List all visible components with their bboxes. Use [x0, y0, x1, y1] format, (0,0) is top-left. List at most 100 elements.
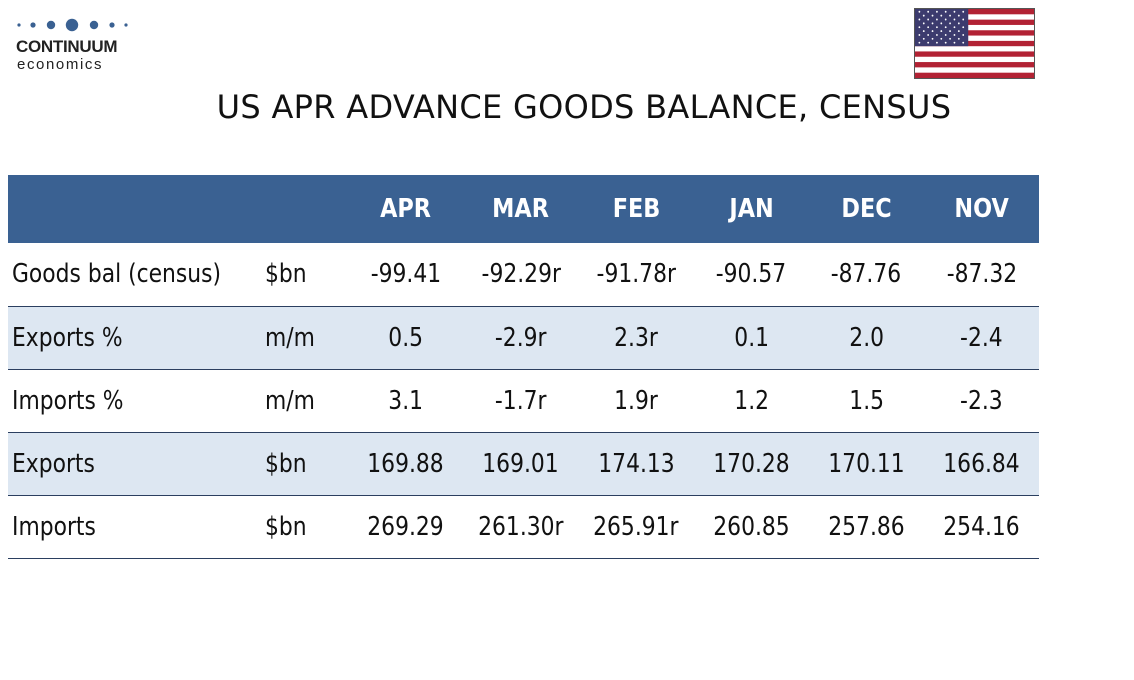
row-unit-cell: m/m: [253, 369, 348, 432]
value-cell: 0.5: [348, 306, 463, 369]
cell-value: 260.85: [712, 511, 790, 542]
cell-value: 169.88: [367, 448, 445, 479]
value-cell: -99.41: [348, 243, 463, 306]
row-unit-cell: m/m: [253, 306, 348, 369]
cell-value: 269.29: [367, 511, 445, 542]
value-cell: 261.30r: [463, 495, 578, 558]
cell-value: 170.11: [828, 448, 905, 479]
row-unit-cell: $bn: [253, 495, 348, 558]
cell-value: 170.28: [712, 448, 790, 479]
value-cell: 174.13: [579, 432, 694, 495]
row-unit: m/m: [265, 322, 316, 353]
value-cell: -92.29r: [463, 243, 578, 306]
value-cell: 1.2: [694, 369, 809, 432]
cell-value: -1.7r: [495, 385, 547, 416]
row-unit: m/m: [265, 385, 316, 416]
goods-balance-table: APR MAR FEB JAN DEC NOV Goods bal (censu…: [8, 175, 1039, 559]
logo-dots-icon: [17, 18, 128, 32]
cell-value: 1.9r: [614, 385, 658, 416]
cell-value: 2.0: [848, 322, 884, 353]
header-label: [25, 175, 236, 243]
row-unit: $bn: [265, 448, 307, 479]
cell-value: -91.78r: [596, 259, 676, 290]
value-cell: 170.28: [694, 432, 809, 495]
cell-value: -92.29r: [481, 259, 561, 290]
header-unit: [260, 175, 342, 243]
row-label-cell: Imports: [8, 495, 253, 558]
cell-value: -90.57: [715, 259, 787, 290]
cell-value: 261.30r: [478, 511, 564, 542]
value-cell: -90.57: [694, 243, 809, 306]
value-cell: -2.3: [924, 369, 1039, 432]
value-cell: 169.88: [348, 432, 463, 495]
brand-logo: CONTINUUM economics: [14, 14, 144, 76]
value-cell: -2.4: [924, 306, 1039, 369]
value-cell: -87.32: [924, 243, 1039, 306]
row-unit: $bn: [265, 511, 307, 542]
row-label-cell: Imports %: [8, 369, 253, 432]
row-unit: $bn: [265, 259, 307, 290]
table-header-row: APR MAR FEB JAN DEC NOV: [8, 175, 1039, 243]
value-cell: 1.9r: [579, 369, 694, 432]
cell-value: 1.2: [733, 385, 769, 416]
cell-value: 166.84: [943, 448, 1020, 479]
value-cell: 2.0: [809, 306, 924, 369]
table-row: Exports $bn 169.88 169.01 174.13 170.28 170.11…: [8, 432, 1039, 495]
header-jan: JAN: [729, 194, 774, 224]
header-dec: DEC: [841, 194, 892, 224]
table-row: Imports % m/m 3.1 -1.7r 1.9r 1.2 1.5 -2.3: [8, 369, 1039, 432]
cell-value: 1.5: [848, 385, 884, 416]
cell-value: 2.3r: [614, 322, 658, 353]
value-cell: 169.01: [463, 432, 578, 495]
value-cell: 269.29: [348, 495, 463, 558]
us-flag-icon: [914, 8, 1035, 79]
cell-value: 254.16: [943, 511, 1020, 542]
row-label-cell: Goods bal (census): [8, 243, 253, 306]
header-nov: NOV: [954, 194, 1009, 224]
header-feb: FEB: [612, 194, 660, 224]
brand-sub: economics: [17, 56, 104, 73]
value-cell: 254.16: [924, 495, 1039, 558]
row-label: Exports: [12, 448, 95, 479]
row-label-cell: Exports: [8, 432, 253, 495]
value-cell: 2.3r: [579, 306, 694, 369]
cell-value: 174.13: [597, 448, 675, 479]
row-label-cell: Exports %: [8, 306, 253, 369]
cell-value: 0.5: [388, 322, 424, 353]
table-row: Goods bal (census) $bn -99.41 -92.29r -91.78…: [8, 243, 1039, 306]
value-cell: 260.85: [694, 495, 809, 558]
cell-value: 169.01: [482, 448, 560, 479]
page-title: US APR ADVANCE GOODS BALANCE, CENSUS: [216, 88, 952, 126]
table-row: Imports $bn 269.29 261.30r 265.91r 260.85 257.…: [8, 495, 1039, 558]
value-cell: -1.7r: [463, 369, 578, 432]
brand-name: CONTINUUM: [16, 37, 118, 56]
row-label: Exports %: [12, 322, 123, 353]
value-cell: -2.9r: [463, 306, 578, 369]
cell-value: -87.32: [946, 259, 1017, 290]
cell-value: 265.91r: [593, 511, 679, 542]
cell-value: -2.3: [960, 385, 1003, 416]
cell-value: -2.4: [960, 322, 1003, 353]
value-cell: 3.1: [348, 369, 463, 432]
cell-value: -2.9r: [495, 322, 547, 353]
value-cell: 1.5: [809, 369, 924, 432]
cell-value: 0.1: [733, 322, 769, 353]
cell-value: -99.41: [370, 259, 442, 290]
row-label: Goods bal (census): [12, 259, 222, 290]
row-label: Imports %: [12, 385, 124, 416]
value-cell: -87.76: [809, 243, 924, 306]
row-unit-cell: $bn: [253, 432, 348, 495]
row-label: Imports: [12, 511, 96, 542]
cell-value: 257.86: [828, 511, 905, 542]
cell-value: -87.76: [831, 259, 902, 290]
cell-value: 3.1: [388, 385, 424, 416]
value-cell: 166.84: [924, 432, 1039, 495]
row-unit-cell: $bn: [253, 243, 348, 306]
value-cell: 0.1: [694, 306, 809, 369]
table-row: Exports % m/m 0.5 -2.9r 2.3r 0.1 2.0 -2.4: [8, 306, 1039, 369]
header-mar: MAR: [492, 194, 550, 224]
value-cell: 265.91r: [579, 495, 694, 558]
value-cell: 170.11: [809, 432, 924, 495]
value-cell: -91.78r: [579, 243, 694, 306]
value-cell: 257.86: [809, 495, 924, 558]
